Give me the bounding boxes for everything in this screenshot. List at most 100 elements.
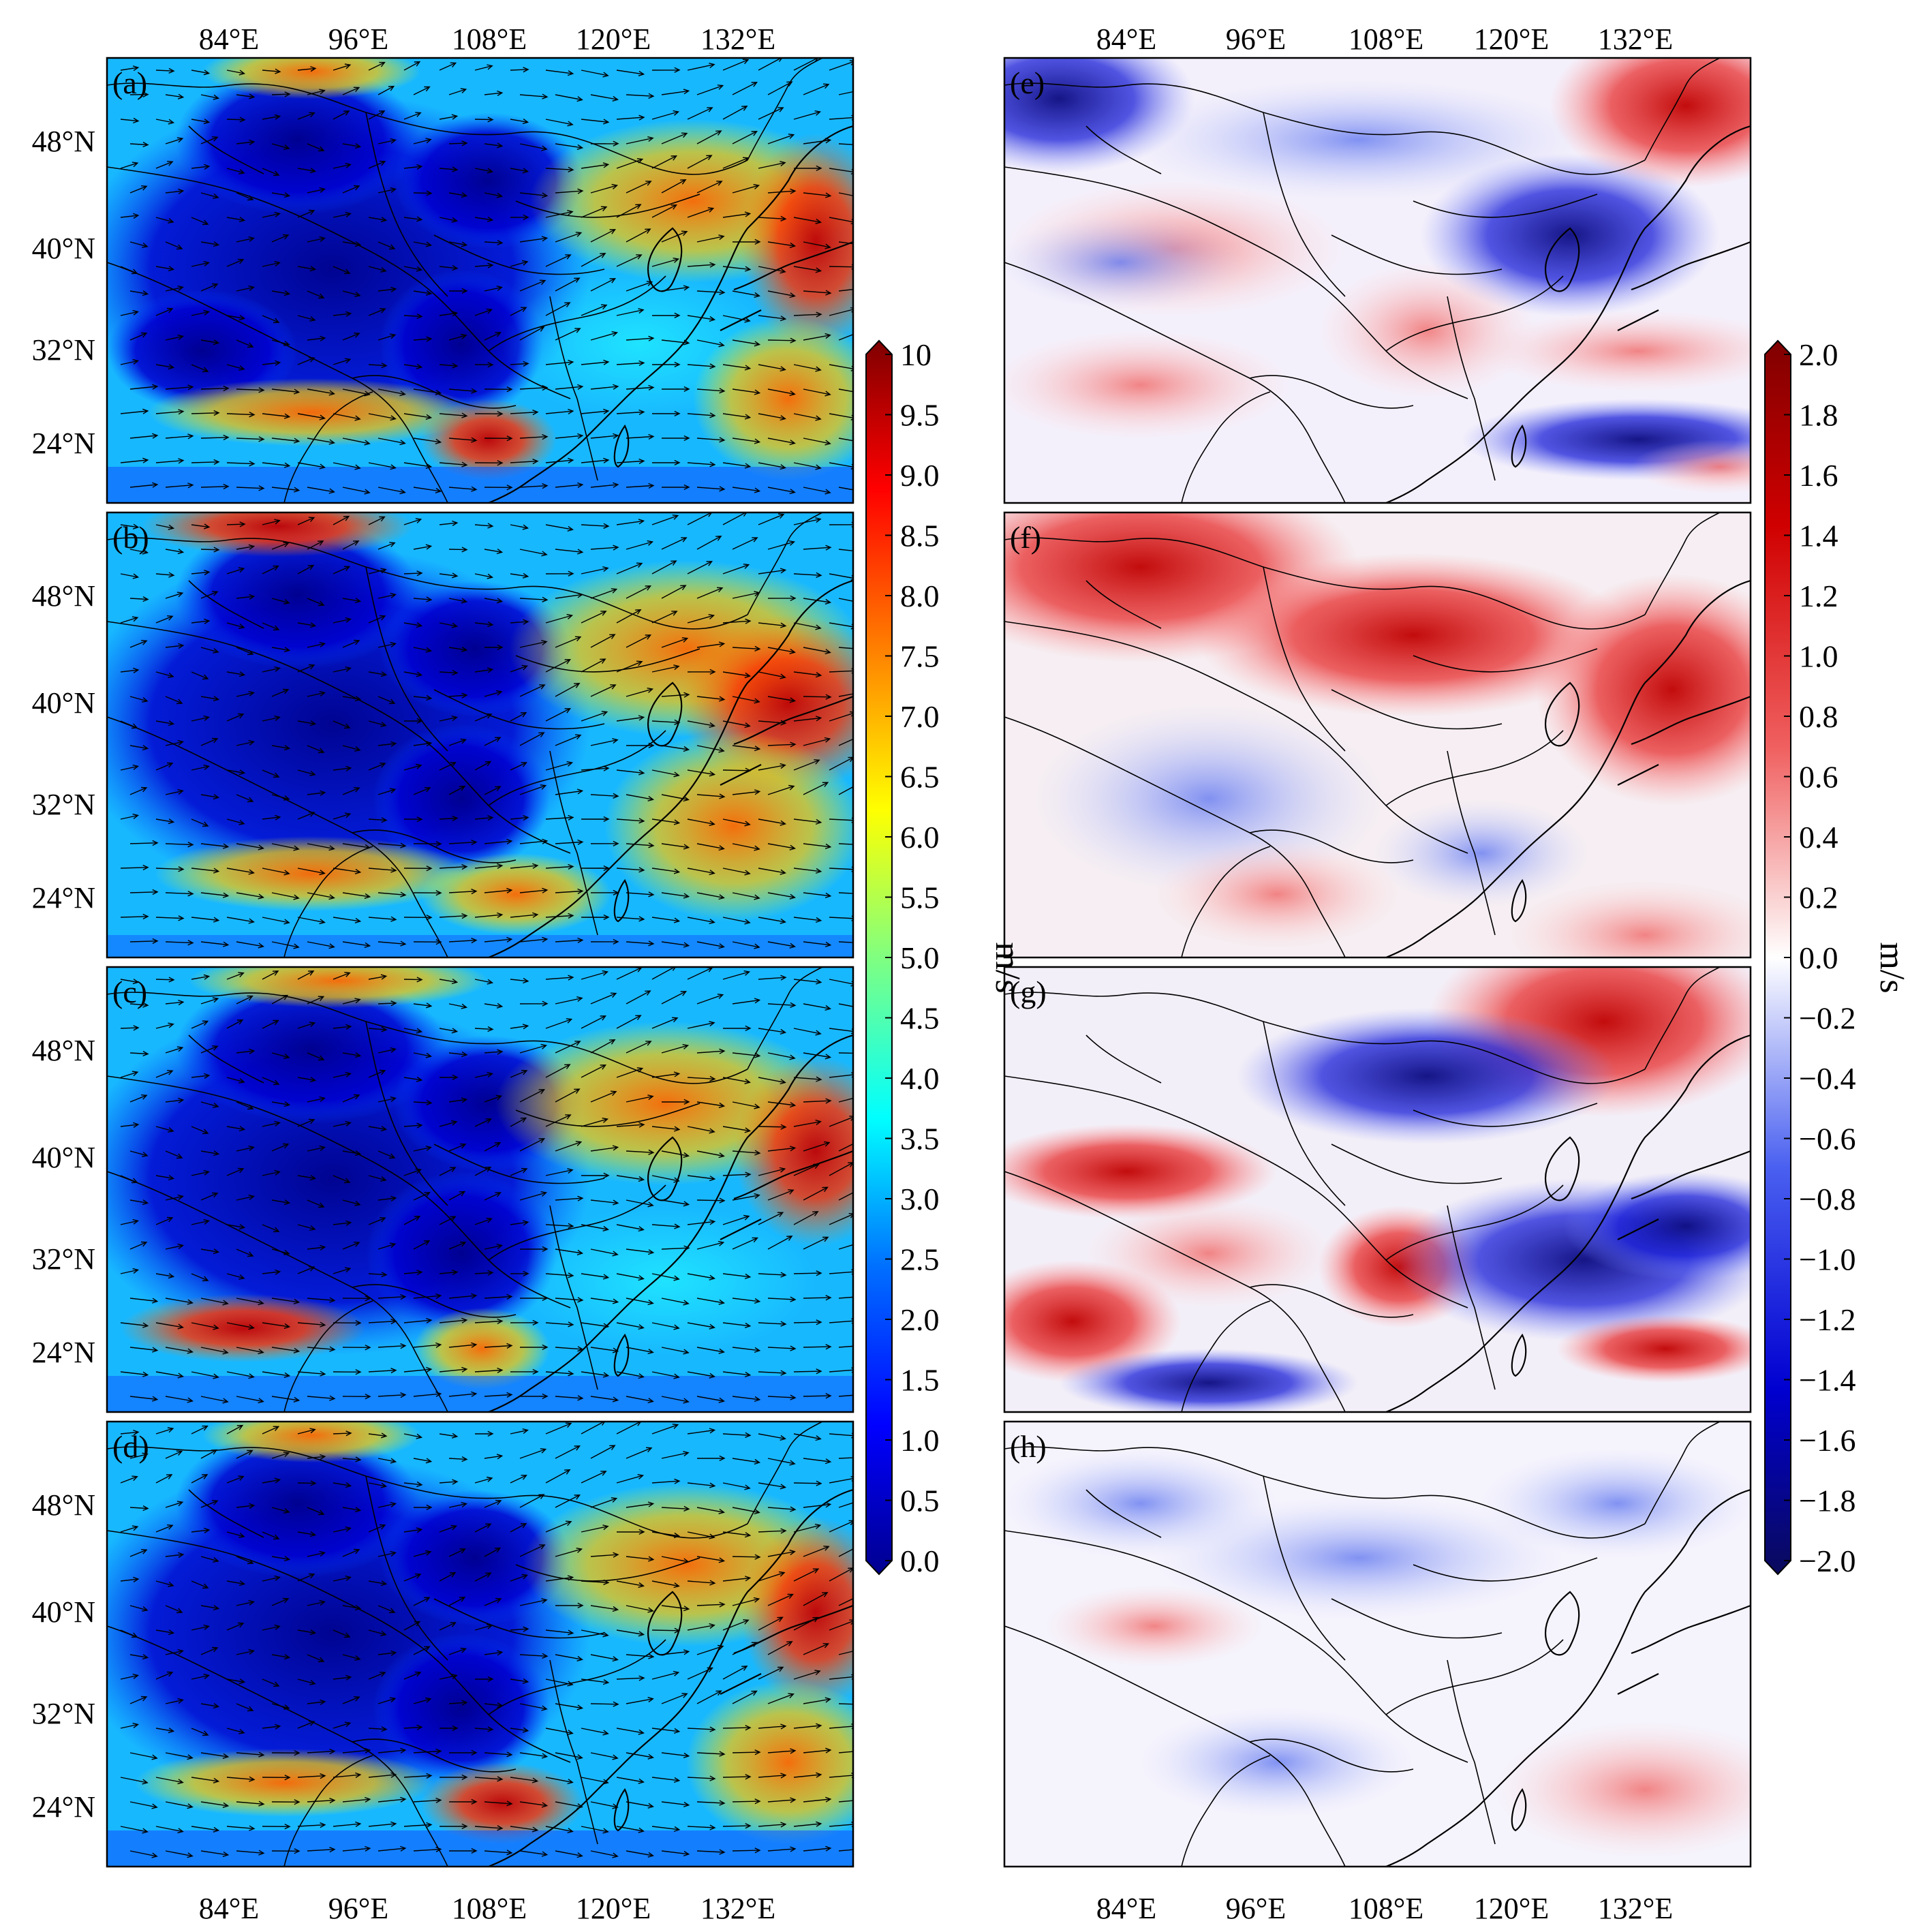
wind-arrow [696, 1849, 726, 1855]
wind-arrow [474, 460, 504, 466]
wind-arrow [696, 843, 725, 851]
wind-arrow [403, 1773, 433, 1779]
wind-arrow [262, 1575, 281, 1582]
wind-arrow [661, 1752, 690, 1759]
wind-arrow [484, 1850, 513, 1856]
wind-arrow [368, 1126, 388, 1132]
wind-arrow [758, 1482, 787, 1490]
wind-arrow [307, 1454, 326, 1460]
wind-arrow [307, 1052, 325, 1061]
wind-arrow [651, 1017, 679, 1029]
wind-arrow [545, 210, 574, 218]
wind-arrow [120, 65, 140, 72]
wind-arrow [732, 1458, 761, 1465]
wind-arrow [403, 1433, 423, 1439]
wind-arrow [626, 1094, 654, 1103]
wind-arrow [129, 384, 159, 390]
wind-arrow [129, 596, 149, 602]
wind-arrow [722, 364, 752, 371]
wind-arrow [803, 1141, 831, 1152]
wind-arrow [413, 1458, 433, 1464]
wind-arrow [803, 1344, 832, 1350]
wind-arrow [342, 333, 360, 341]
wind-arrow [484, 1094, 503, 1103]
wind-arrow [307, 187, 326, 194]
wind-arrow [510, 1678, 529, 1684]
wind-arrow [555, 1703, 584, 1711]
wind-arrow [403, 363, 423, 369]
wind-arrow [120, 309, 139, 316]
wind-arrow [793, 1319, 822, 1325]
wind-arrow [378, 788, 397, 795]
wind-arrow [297, 1773, 326, 1779]
wind-arrow [555, 1602, 584, 1609]
wind-arrow [758, 513, 785, 525]
wind-arrow [226, 1019, 244, 1029]
wind-arrow [297, 1118, 315, 1127]
wind-arrow [661, 1199, 690, 1207]
wind-arrow [581, 1524, 609, 1533]
wind-arrow [803, 1458, 832, 1465]
wind-arrow [378, 592, 397, 599]
wind-arrow [165, 592, 184, 599]
wind-arrow [829, 915, 853, 921]
wind-arrow [226, 868, 255, 875]
wind-arrow [616, 1371, 645, 1379]
wind-arrow [758, 1212, 784, 1225]
wind-arrow [651, 110, 680, 120]
wind-arrow [226, 769, 246, 776]
wind-arrow [545, 708, 572, 722]
wind-arrow [191, 671, 209, 680]
wind-arrow [722, 1214, 750, 1225]
wind-arrow [439, 1479, 459, 1485]
wind-arrow [120, 1429, 140, 1436]
wind-arrow [333, 462, 361, 470]
wind-arrow [226, 1424, 244, 1435]
wind-arrow [616, 1273, 645, 1281]
wind-arrow [200, 1801, 230, 1808]
wind-arrow [120, 1175, 138, 1184]
wind-arrow [448, 1700, 468, 1706]
lon-label: 132°E [700, 22, 775, 56]
wind-arrow [510, 361, 529, 367]
wind-arrow [626, 1248, 655, 1255]
wind-arrow [271, 1298, 301, 1304]
wind-arrow [155, 1022, 174, 1029]
wind-arrow [200, 1703, 220, 1709]
wind-arrow [262, 519, 281, 525]
wind-arrow [200, 1646, 219, 1655]
wind-arrow [226, 521, 246, 527]
wind-arrow [413, 1240, 431, 1250]
wind-arrow [413, 1797, 442, 1804]
wind-arrow [342, 598, 362, 604]
wind-arrow [200, 136, 219, 144]
wind-arrow [519, 1295, 549, 1302]
wind-arrow [403, 313, 423, 320]
wind-arrow [651, 1126, 681, 1132]
wind-vectors [120, 512, 853, 949]
wind-arrow [129, 141, 149, 148]
wind-arrow [333, 1821, 362, 1827]
lon-label: 96°E [1226, 22, 1286, 56]
wind-arrow [307, 1346, 336, 1352]
wind-arrow [555, 1395, 584, 1401]
wind-arrow [519, 640, 548, 648]
colorbar-tick-label: 4.5 [900, 1001, 940, 1036]
wind-arrow [803, 1697, 831, 1704]
wind-arrow [590, 684, 617, 697]
wind-arrow [342, 1747, 371, 1753]
wind-arrow [307, 89, 326, 95]
wind-arrow [413, 1697, 432, 1704]
wind-arrow [545, 119, 574, 127]
wind-arrow [403, 671, 423, 677]
wind-arrow [626, 940, 655, 947]
wind-arrow [448, 738, 467, 746]
wind-arrow [555, 788, 584, 795]
lat-labels-left: 48°N40°N32°N24°N48°N40°N32°N24°N48°N40°N… [32, 125, 95, 1824]
wind-arrow [165, 1850, 194, 1858]
wind-arrow [191, 1624, 210, 1631]
wind-arrow [271, 1654, 291, 1660]
wind-arrow [732, 789, 761, 795]
wind-arrow [165, 1298, 194, 1305]
wind-arrow [333, 666, 352, 673]
